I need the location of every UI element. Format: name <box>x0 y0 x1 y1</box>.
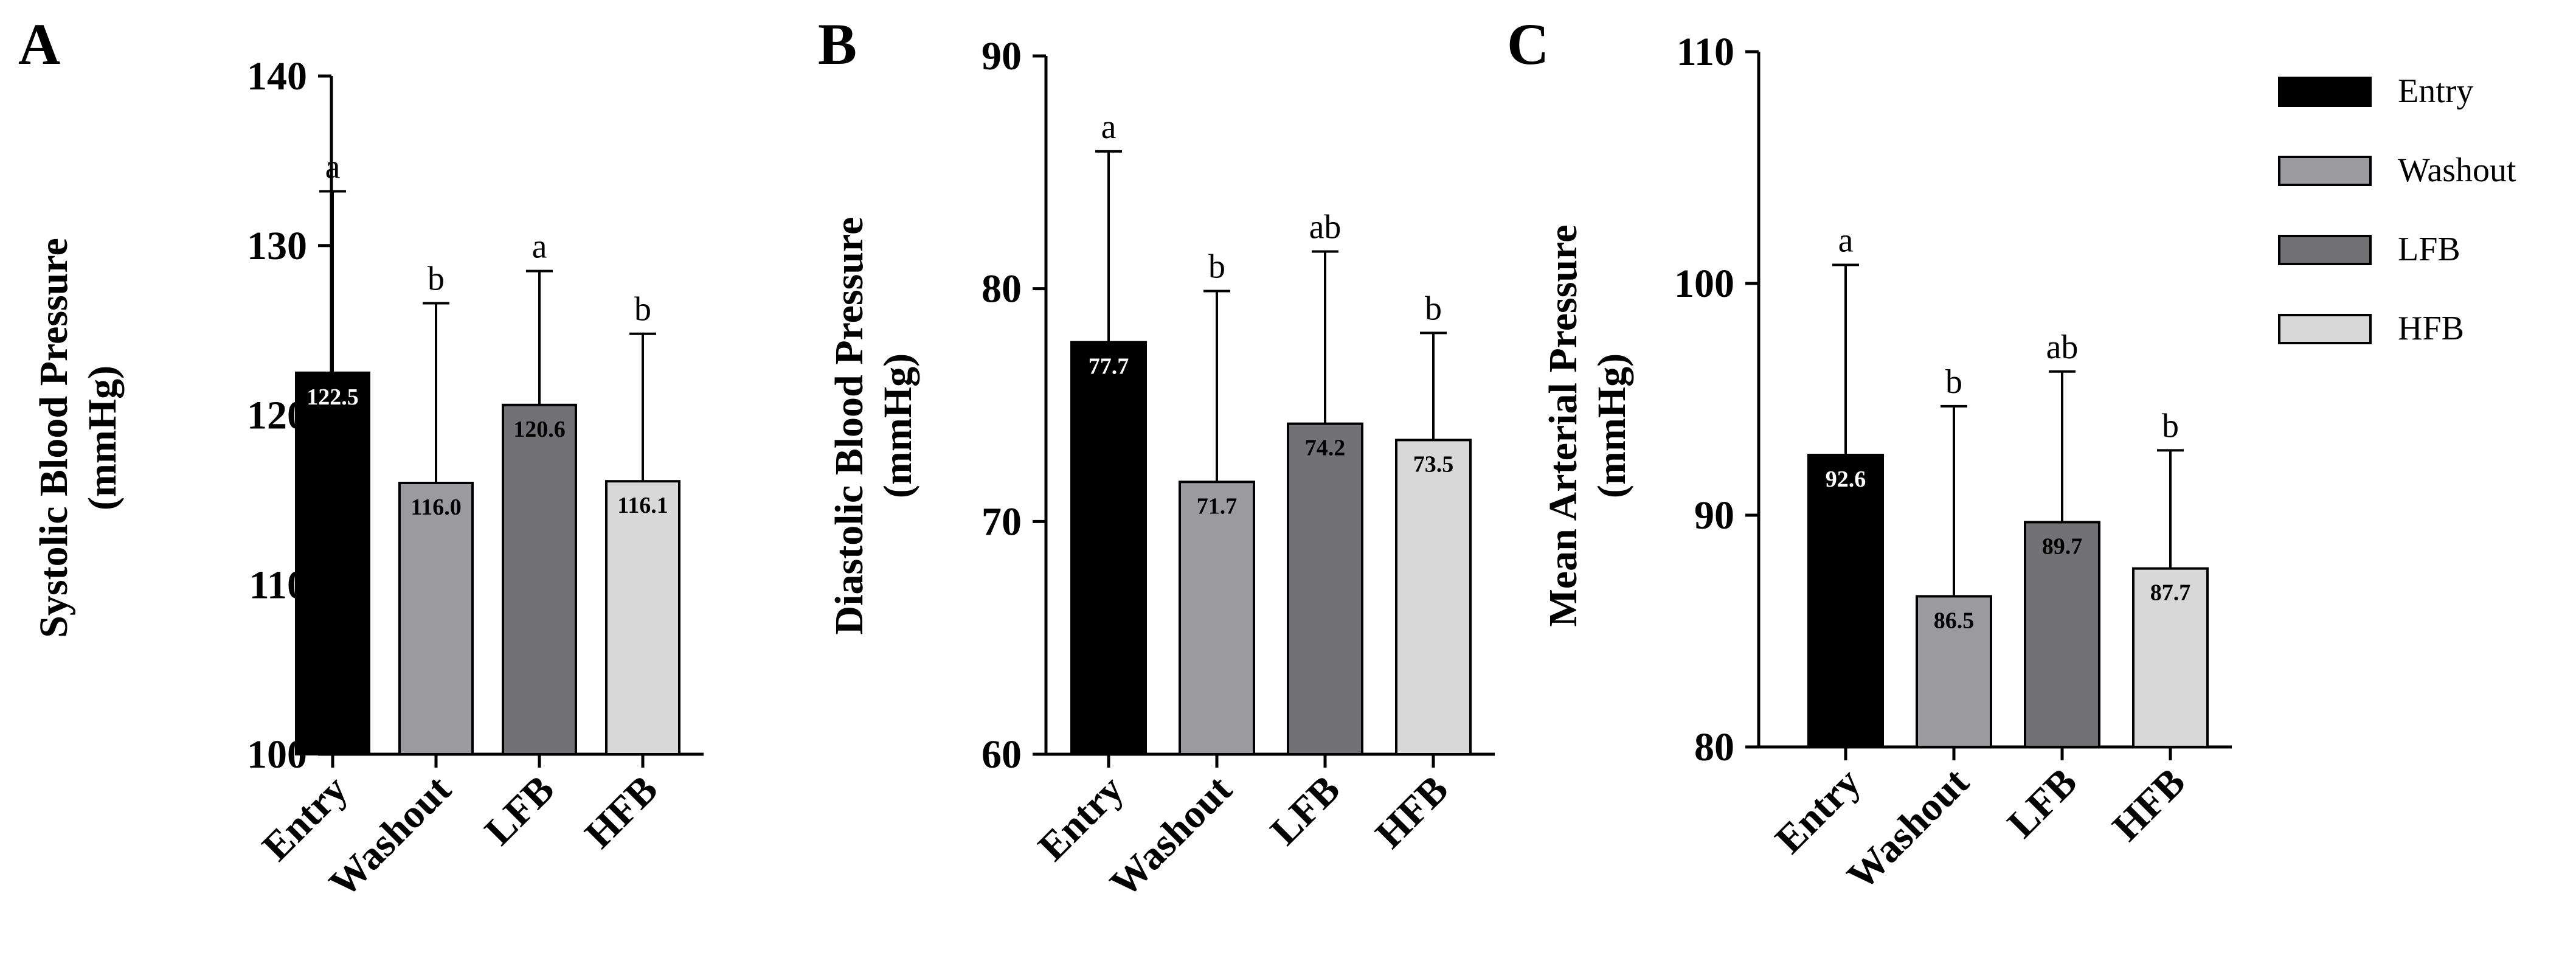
significance-label: b <box>634 291 651 328</box>
y-tick-label: 70 <box>982 499 1022 544</box>
x-tick-label: LFB <box>1999 760 2085 846</box>
x-tick-label: LFB <box>476 767 563 853</box>
legend-swatch-washout <box>2278 156 2372 186</box>
y-axis-title-line2: (mmHg) <box>80 366 125 510</box>
legend-label: HFB <box>2398 310 2464 347</box>
bar-value-label: 122.5 <box>306 384 359 410</box>
x-tick-label: HFB <box>1367 767 1457 857</box>
panel-b: B Diastolic Blood Pressure (mmHg) 60 70 80… <box>818 12 1495 906</box>
significance-label: b <box>1208 248 1225 285</box>
significance-label: a <box>532 228 547 266</box>
legend-swatch-entry <box>2278 77 2372 107</box>
legend-swatch-hfb <box>2278 314 2372 344</box>
bar-value-label: 77.7 <box>1089 354 1129 380</box>
bar-value-label: 89.7 <box>2042 533 2083 559</box>
x-tick-label: Entry <box>1030 767 1132 869</box>
x-tick-label: Entry <box>1767 760 1869 862</box>
bar-entry <box>295 371 370 755</box>
bar-washout <box>1916 595 1992 748</box>
panel-letter-b: B <box>818 12 857 77</box>
bar-washout <box>1179 481 1255 756</box>
x-tick-label: HFB <box>2104 760 2194 850</box>
y-tick-label: 100 <box>1674 262 1734 306</box>
x-tick-label: LFB <box>1262 767 1348 853</box>
bar-value-label: 74.2 <box>1305 436 1346 461</box>
y-tick-label: 90 <box>982 34 1022 78</box>
bar-entry <box>1070 341 1147 755</box>
legend-label: Washout <box>2398 151 2516 189</box>
significance-label: b <box>1945 363 1962 401</box>
legend-label: Entry <box>2398 72 2473 110</box>
significance-label: b <box>1425 290 1442 327</box>
legend-label: LFB <box>2398 231 2460 268</box>
bar-value-label: 92.6 <box>1826 467 1866 492</box>
y-tick-label: 90 <box>1694 493 1734 538</box>
y-tick-label: 110 <box>1677 30 1734 74</box>
significance-label: b <box>2162 407 2179 445</box>
significance-label: ab <box>1309 208 1342 246</box>
bar-value-label: 87.7 <box>2150 580 2191 606</box>
bar-value-label: 120.6 <box>513 417 566 442</box>
significance-label: b <box>428 260 445 298</box>
significance-label: a <box>325 148 341 186</box>
bar-entry <box>1807 453 1884 748</box>
significance-label: a <box>1838 222 1854 260</box>
legend-swatch-lfb <box>2278 235 2372 265</box>
bar-lfb <box>1287 422 1363 755</box>
panel-letter-c: C <box>1507 12 1549 77</box>
y-axis-title-b: Diastolic Blood Pressure (mmHg) <box>827 217 920 635</box>
bar-hfb <box>605 480 680 756</box>
y-tick-label: 80 <box>982 267 1022 311</box>
bar-washout <box>398 482 474 755</box>
bar-value-label: 116.0 <box>410 495 461 520</box>
y-tick-label: 80 <box>1694 725 1734 769</box>
legend: Entry Washout LFB HFB <box>2278 72 2516 347</box>
y-axis-title-line1: Systolic Blood Pressure <box>32 238 76 638</box>
x-tick-label: Washout <box>1102 767 1241 906</box>
y-axis-title-a: Systolic Blood Pressure (mmHg) <box>32 238 125 638</box>
y-axis-title-line1: Diastolic Blood Pressure <box>827 217 871 635</box>
bar-value-label: 116.1 <box>617 493 668 518</box>
panel-c: C Mean Arterial Pressure (mmHg) 80 90 100 1… <box>1507 12 2232 898</box>
x-tick-label: HFB <box>576 767 667 857</box>
bar-value-label: 73.5 <box>1413 451 1454 477</box>
y-tick-label: 60 <box>982 732 1022 777</box>
y-axis-title-line2: (mmHg) <box>876 353 920 498</box>
panel-letter-a: A <box>18 12 60 77</box>
bar-value-label: 86.5 <box>1934 608 1975 633</box>
y-tick-label: 140 <box>247 54 307 99</box>
bar-value-label: 71.7 <box>1197 493 1238 519</box>
panel-a: A Systolic Blood Pressure (mmHg) 1001101… <box>18 12 704 906</box>
y-axis-title-line1: Mean Arterial Pressure <box>1541 224 1585 627</box>
bar-hfb <box>2132 567 2209 748</box>
y-axis-title-line2: (mmHg) <box>1590 353 1634 498</box>
bar-hfb <box>1395 439 1472 755</box>
y-tick-label: 130 <box>247 224 307 268</box>
x-tick-label: Washout <box>1839 760 1978 898</box>
significance-label: a <box>1101 108 1117 146</box>
bar-lfb <box>502 403 577 755</box>
significance-label: ab <box>2046 328 2079 366</box>
y-axis-title-c: Mean Arterial Pressure (mmHg) <box>1541 224 1634 627</box>
